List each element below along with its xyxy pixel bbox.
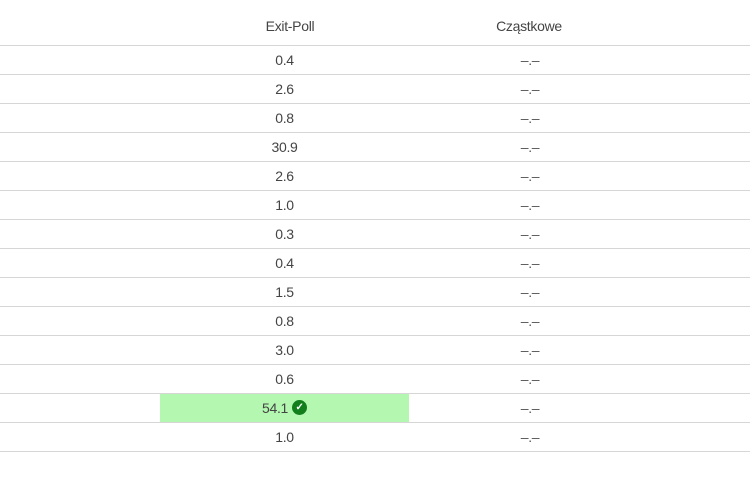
table-row: 1.0 –.– [0, 191, 750, 220]
exit-poll-cell: 0.8 [160, 104, 409, 132]
table-row: 0.3 –.– [0, 220, 750, 249]
exit-poll-cell-winner: 54.1 ✓ [160, 394, 409, 422]
exit-poll-value: 1.0 [275, 197, 294, 213]
exit-poll-value: 0.4 [275, 52, 294, 68]
table-row: 1.5 –.– [0, 278, 750, 307]
exit-poll-cell: 2.6 [160, 75, 409, 103]
table-row: 30.9 –.– [0, 133, 750, 162]
partial-value: –.– [520, 371, 540, 387]
exit-poll-value: 3.0 [275, 342, 294, 358]
check-circle-icon: ✓ [292, 400, 308, 416]
exit-poll-value: 1.5 [275, 284, 294, 300]
partial-value: –.– [520, 255, 540, 271]
partial-value: –.– [520, 226, 540, 242]
table-row: 54.1 ✓ –.– [0, 394, 750, 423]
exit-poll-cell: 30.9 [160, 133, 409, 161]
exit-poll-value: 54.1 [261, 400, 289, 416]
table-row: 3.0 –.– [0, 336, 750, 365]
exit-poll-value: 30.9 [271, 139, 298, 155]
exit-poll-value: 2.6 [275, 81, 294, 97]
partial-value: –.– [520, 400, 540, 416]
exit-poll-cell: 1.0 [160, 191, 409, 219]
partial-value: –.– [520, 81, 540, 97]
exit-poll-cell: 1.0 [160, 423, 409, 451]
exit-poll-cell: 2.6 [160, 162, 409, 190]
partial-value: –.– [520, 110, 540, 126]
table-row: 0.4 –.– [0, 249, 750, 278]
exit-poll-value: 0.6 [275, 371, 294, 387]
table-row: 0.8 –.– [0, 104, 750, 133]
exit-poll-value: 0.4 [275, 255, 294, 271]
partial-value: –.– [520, 168, 540, 184]
exit-poll-cell: 1.5 [160, 278, 409, 306]
exit-poll-cell: 0.6 [160, 365, 409, 393]
exit-poll-cell: 0.4 [160, 249, 409, 277]
partial-value: –.– [520, 197, 540, 213]
table-row: 0.4 –.– [0, 46, 750, 75]
exit-poll-value: 0.8 [275, 110, 294, 126]
partial-value: –.– [520, 313, 540, 329]
table-row: 1.0 –.– [0, 423, 750, 452]
exit-poll-cell: 0.4 [160, 46, 409, 74]
exit-poll-value: 1.0 [275, 429, 294, 445]
header-partial: Cząstkowe [496, 18, 562, 34]
exit-poll-cell: 0.3 [160, 220, 409, 248]
header-exit-poll: Exit-Poll [265, 18, 315, 34]
table-row: 2.6 –.– [0, 75, 750, 104]
table-row: 0.8 –.– [0, 307, 750, 336]
results-table: Exit-Poll Cząstkowe 0.4 –.– 2.6 –.– 0.8 –.– 30… [0, 0, 750, 452]
partial-value: –.– [520, 429, 540, 445]
partial-value: –.– [520, 284, 540, 300]
exit-poll-value: 0.8 [275, 313, 294, 329]
exit-poll-value: 0.3 [275, 226, 294, 242]
exit-poll-cell: 0.8 [160, 307, 409, 335]
table-row: 0.6 –.– [0, 365, 750, 394]
table-header: Exit-Poll Cząstkowe [0, 0, 750, 46]
partial-value: –.– [520, 342, 540, 358]
exit-poll-value: 2.6 [275, 168, 294, 184]
partial-value: –.– [520, 52, 540, 68]
partial-value: –.– [520, 139, 540, 155]
table-row: 2.6 –.– [0, 162, 750, 191]
exit-poll-cell: 3.0 [160, 336, 409, 364]
